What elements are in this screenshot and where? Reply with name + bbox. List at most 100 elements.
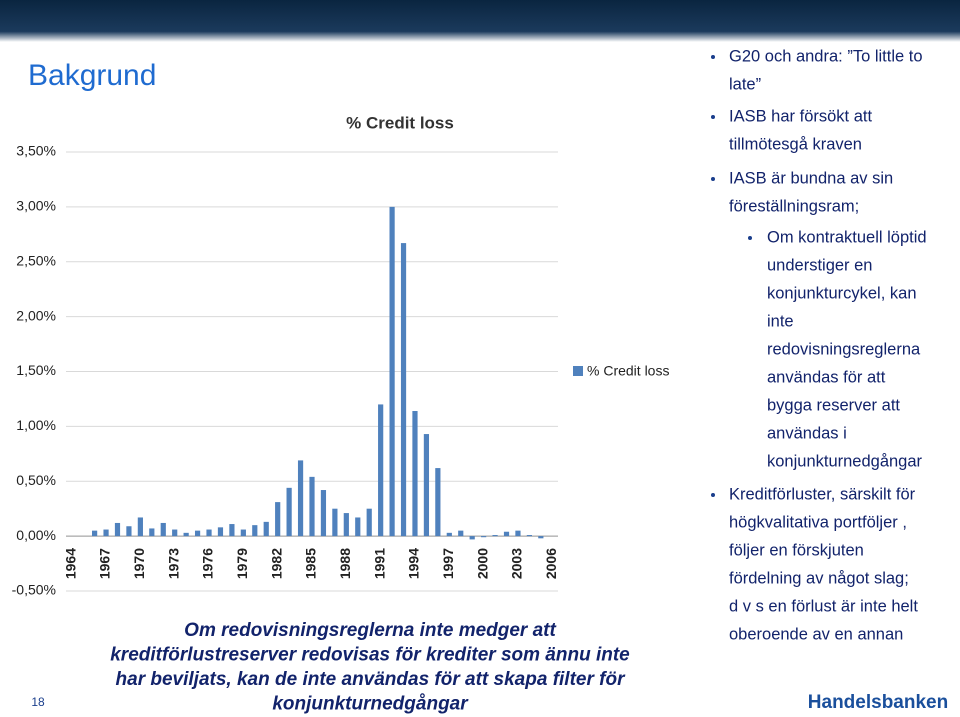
bar [206, 529, 212, 537]
y-tick-label: 2,00% [16, 307, 56, 323]
bar [538, 536, 544, 539]
bullet-line: IASB är bundna av sin [729, 169, 893, 187]
bullet-line: inte [767, 312, 794, 330]
bullet-line: användas i [767, 424, 847, 442]
bar [320, 490, 327, 537]
legend-label: % Credit loss [587, 363, 669, 379]
bar [137, 517, 143, 537]
bar [149, 528, 155, 537]
bar [400, 243, 407, 537]
y-tick-label: 1,50% [16, 362, 56, 378]
bar [515, 530, 521, 537]
x-tick-label: 1991 [371, 548, 387, 579]
bullet-line: Kreditförluster, särskilt för [729, 485, 916, 503]
x-tick-label: 1970 [131, 548, 147, 579]
bar [183, 532, 189, 537]
bullet-dot [711, 115, 715, 119]
bar [378, 404, 384, 537]
bar [252, 525, 258, 537]
page-number: 18 [31, 695, 45, 709]
bullet-line: följer en förskjuten [729, 541, 864, 559]
bar [423, 434, 430, 537]
bar [92, 530, 98, 537]
bar [458, 530, 464, 537]
bar [217, 527, 224, 537]
bullet-line: bygga reserver att [767, 396, 900, 414]
bar [481, 536, 487, 538]
x-tick-label: 2000 [474, 548, 490, 579]
bullet-dot [711, 177, 715, 181]
bar [446, 532, 452, 537]
y-tick-label: 1,00% [16, 417, 56, 433]
chart-title: % Credit loss [346, 113, 454, 132]
bar [229, 524, 235, 537]
bar [435, 468, 441, 537]
y-tick-label: 3,00% [16, 198, 56, 214]
bar [389, 206, 395, 537]
bullet-line: konjunkturnedgångar [767, 452, 923, 470]
bullet-line: tillmötesgå kraven [729, 135, 862, 153]
legend-swatch [573, 366, 583, 376]
y-tick-label: 2,50% [16, 252, 56, 268]
bullet-dot [711, 55, 715, 59]
logo: Handelsbanken [808, 692, 948, 713]
caption-line: Om redovisningsreglerna inte medger att [184, 620, 556, 641]
y-tick-label: 0,00% [16, 527, 56, 543]
bar [503, 531, 510, 537]
bar [412, 411, 418, 537]
bullet-dot [748, 236, 752, 240]
bullet-line: G20 och andra: ”To little to [729, 47, 923, 65]
bar [240, 529, 246, 537]
bar [469, 536, 475, 540]
bullet-line: högkvalitativa portföljer , [729, 513, 907, 531]
caption-line: kreditförlustreserver redovisas för kred… [110, 645, 630, 666]
x-tick-label: 1997 [440, 548, 456, 579]
x-tick-label: 1988 [337, 548, 353, 579]
bullet-line: redovisningsreglerna [767, 340, 921, 358]
bar [366, 508, 372, 537]
x-tick-label: 1985 [303, 548, 319, 579]
bar [160, 522, 166, 537]
bar [492, 535, 498, 537]
bar [103, 529, 109, 537]
bar [332, 508, 338, 537]
bar [355, 517, 361, 537]
x-tick-label: 2003 [509, 548, 525, 579]
bullet-line: Om kontraktuell löptid [767, 228, 927, 246]
slide-title: Bakgrund [28, 59, 156, 92]
bar [114, 522, 121, 537]
bar [297, 460, 304, 537]
x-tick-label: 1967 [97, 548, 113, 579]
bar [263, 521, 269, 537]
x-tick-label: 1964 [62, 548, 78, 579]
x-tick-label: 1976 [200, 548, 216, 579]
bar [526, 535, 532, 537]
y-tick-label: 3,50% [16, 143, 56, 159]
bullet-line: konjunkturcykel, kan [767, 284, 917, 302]
bar [194, 530, 201, 537]
bullet-line: fördelning av något slag; [729, 569, 909, 587]
caption-line: konjunkturnedgångar [272, 694, 469, 715]
bullet-line: d v s en förlust är inte helt [729, 597, 918, 615]
bar [275, 502, 281, 537]
caption-line: har beviljats, kan de inte användas för … [116, 669, 627, 690]
bullet-line: oberoende av en annan [729, 625, 903, 643]
bar [126, 526, 132, 537]
bar [309, 476, 315, 537]
x-tick-label: 1982 [268, 548, 284, 579]
bar [286, 487, 292, 537]
x-tick-label: 2006 [543, 548, 559, 579]
y-tick-label: 0,50% [16, 472, 56, 488]
x-tick-label: 1994 [406, 548, 422, 579]
bar [172, 529, 178, 537]
y-tick-label: -0,50% [12, 582, 56, 598]
header-band [0, 0, 960, 42]
bullet-dot [711, 493, 715, 497]
bullet-line: föreställningsram; [729, 197, 859, 215]
x-tick-label: 1973 [165, 548, 181, 579]
bar [343, 513, 349, 537]
bullet-line: understiger en [767, 256, 873, 274]
x-tick-label: 1979 [234, 548, 250, 579]
bullet-line: användas för att [767, 368, 886, 386]
